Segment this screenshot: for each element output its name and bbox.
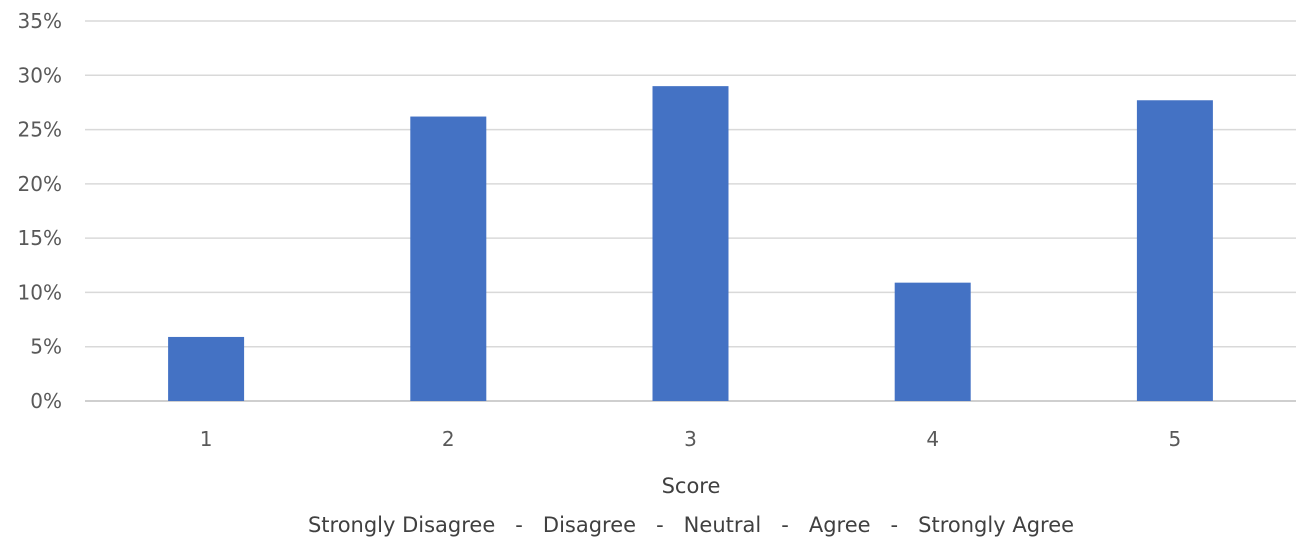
y-axis-tick-labels: 0% 5% 10% 15% 20% 25% 30% 35% <box>18 9 62 413</box>
x-axis-subtitle: Strongly Disagree - Disagree - Neutral -… <box>308 513 1074 537</box>
x-tick-label: 1 <box>200 427 213 451</box>
y-tick-label: 35% <box>18 9 62 33</box>
x-axis-title: Score <box>662 474 721 498</box>
y-tick-label: 15% <box>18 226 62 250</box>
bar-4 <box>894 282 971 401</box>
x-tick-label: 4 <box>926 427 939 451</box>
y-tick-label: 5% <box>30 335 62 359</box>
bars <box>168 86 1213 402</box>
bar-2 <box>410 116 487 402</box>
y-tick-label: 20% <box>18 172 62 196</box>
bar-5 <box>1136 100 1213 401</box>
bar-1 <box>168 336 245 401</box>
x-tick-label: 5 <box>1169 427 1182 451</box>
bar-3 <box>652 86 729 402</box>
x-tick-label: 2 <box>442 427 455 451</box>
y-tick-label: 10% <box>18 280 62 304</box>
x-axis-tick-labels: 1 2 3 4 5 <box>200 427 1182 451</box>
x-tick-label: 3 <box>684 427 697 451</box>
y-tick-label: 25% <box>18 118 62 142</box>
y-tick-label: 30% <box>18 63 62 87</box>
y-tick-label: 0% <box>30 389 62 413</box>
